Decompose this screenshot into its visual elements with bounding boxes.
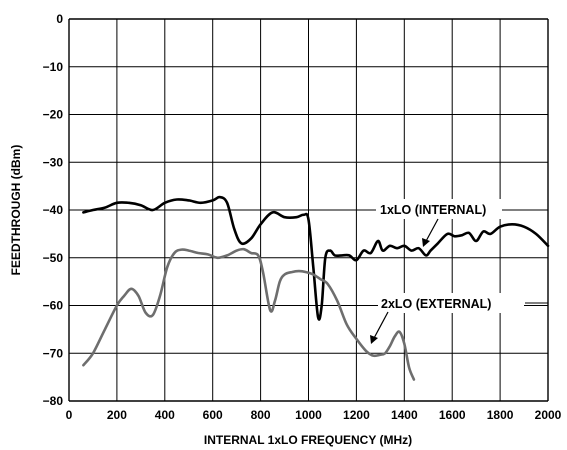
y-tick-label: −60 — [43, 299, 64, 313]
y-tick-label: −50 — [43, 251, 64, 265]
annotation-arrow-2xlo — [372, 311, 389, 341]
grid — [68, 18, 549, 402]
x-tick-labels: 0 200 400 600 800 1000 1200 1400 1600 1800 2000 — [66, 408, 562, 422]
annotation-bg-1xlo — [376, 199, 502, 219]
annotation-bg-2xlo — [378, 293, 524, 313]
annotation-arrowhead-2xlo — [370, 335, 378, 344]
x-tick-label: 0 — [66, 408, 73, 422]
y-tick-label: −20 — [43, 108, 64, 122]
y-tick-label: −80 — [43, 394, 64, 408]
y-tick-label: −10 — [43, 60, 64, 74]
x-tick-label: 1200 — [343, 408, 370, 422]
series-line-1xlo-internal — [82, 195, 550, 321]
annotation-arrow-1xlo — [424, 218, 439, 244]
annotation-2xlo: 2xLO (EXTERNAL) — [381, 297, 491, 311]
annotation-arrowhead-1xlo — [422, 238, 430, 247]
y-tick-label: −30 — [43, 155, 64, 169]
y-tick-label: 0 — [56, 12, 63, 26]
y-tick-labels: 0 −10 −20 −30 −40 −50 −60 −70 −80 — [43, 12, 64, 408]
x-tick-label: 800 — [251, 408, 271, 422]
x-tick-label: 1800 — [487, 408, 514, 422]
x-axis-title: INTERNAL 1xLO FREQUENCY (MHz) — [204, 433, 412, 447]
series-lines — [82, 195, 550, 381]
x-tick-label: 1000 — [295, 408, 322, 422]
y-tick-label: −70 — [43, 346, 64, 360]
annotation-1xlo: 1xLO (INTERNAL) — [380, 203, 486, 217]
x-tick-label: 1600 — [439, 408, 466, 422]
x-tick-label: 1400 — [391, 408, 418, 422]
series-line-2xlo-external — [82, 247, 416, 381]
x-tick-label: 400 — [155, 408, 175, 422]
y-tick-label: −40 — [43, 203, 64, 217]
y-axis-title: FEEDTHROUGH (dBm) — [9, 145, 23, 276]
x-tick-label: 600 — [203, 408, 223, 422]
x-tick-label: 2000 — [535, 408, 562, 422]
x-tick-label: 200 — [107, 408, 127, 422]
